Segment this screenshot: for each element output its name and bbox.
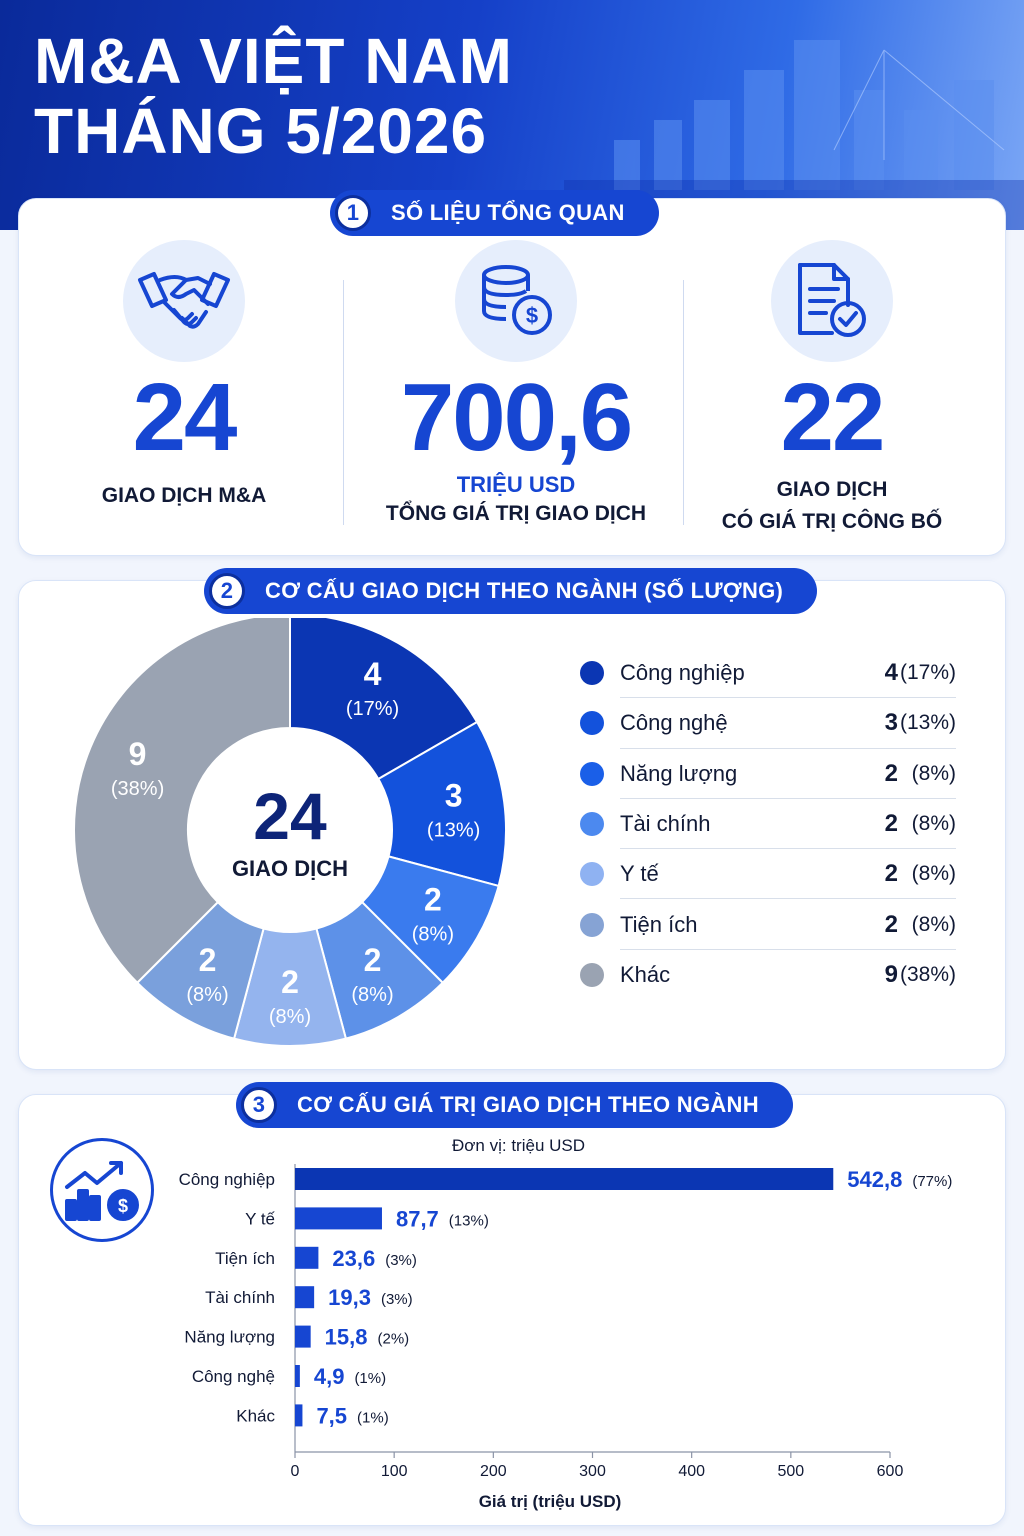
legend-label: Khác	[620, 961, 671, 987]
donut-slice-value-label: 2	[281, 964, 299, 1000]
document-check-icon	[771, 240, 893, 362]
sector-value-card	[18, 1094, 1006, 1526]
handshake-icon	[123, 240, 245, 362]
legend-item: Khác 9 (38%)	[580, 950, 956, 1000]
unit-note: Đơn vị: triệu USD	[452, 1136, 586, 1155]
legend-item: Tiện ích 2 (8%)	[580, 899, 956, 950]
legend-label: Công nghiệp	[620, 660, 745, 686]
donut-slice-value-label: 3	[445, 777, 463, 813]
total-value: 700,6	[400, 364, 633, 471]
section-2-header: 2 CƠ CẤU GIAO DỊCH THEO NGÀNH (SỐ LƯỢNG)	[204, 568, 818, 614]
legend-item: Công nghệ 3 (13%)	[580, 698, 956, 749]
legend-percent: (38%)	[899, 962, 956, 986]
legend-label: Tiện ích	[620, 911, 698, 937]
donut-legend: Công nghiệp 4 (17%) Công nghệ 3 (13%) Năng lượ…	[580, 648, 956, 1000]
legend-label: Năng lượng	[620, 760, 738, 786]
legend-item: Tài chính 2 (8%)	[580, 799, 956, 850]
section-2-title: CƠ CẤU GIAO DỊCH THEO NGÀNH (SỐ LƯỢNG)	[265, 578, 784, 603]
stat-total-value: $ 700,6 TRIỆU USD TỔNG GIÁ TRỊ GIAO DỊCH	[356, 240, 676, 530]
legend-percent: (8%)	[911, 761, 956, 785]
deal-count-label: GIAO DỊCH M&A	[101, 484, 267, 507]
legend-divider	[620, 747, 956, 749]
legend-percent: (8%)	[911, 862, 956, 886]
legend-swatch	[580, 962, 604, 987]
donut-slice-percent-label: (17%)	[346, 698, 399, 720]
section-3-title: CƠ CẤU GIÁ TRỊ GIAO DỊCH THEO NGÀNH	[297, 1092, 759, 1117]
legend-divider	[620, 898, 956, 900]
donut-slice-percent-label: (38%)	[111, 778, 164, 800]
divider	[343, 280, 344, 525]
legend-count: 9	[884, 960, 898, 988]
section-3-number: 3	[241, 1087, 277, 1123]
legend-divider	[620, 848, 956, 850]
growth-chart-dollar-icon: $	[50, 1138, 154, 1242]
stat-deals: 24 GIAO DỊCH M&A	[24, 240, 344, 512]
divider	[683, 280, 684, 525]
legend-divider	[620, 797, 956, 799]
legend-count: 2	[884, 860, 898, 888]
legend-item: Năng lượng 2 (8%)	[580, 749, 956, 799]
legend-percent: (17%)	[899, 661, 956, 685]
legend-label: Công nghệ	[620, 710, 728, 736]
donut-slice-percent-label: (8%)	[186, 984, 228, 1006]
donut-center-label: GIAO DỊCH	[231, 856, 349, 881]
donut-slice-percent-label: (13%)	[427, 819, 480, 841]
donut-slice-value-label: 2	[424, 882, 442, 918]
legend-label: Y tế	[620, 861, 659, 887]
donut-slice-value-label: 2	[364, 942, 382, 978]
total-value-unit: TRIỆU USD	[456, 472, 576, 497]
legend-swatch	[580, 761, 604, 786]
legend-percent: (8%)	[911, 812, 956, 836]
legend-swatch	[580, 862, 604, 887]
legend-count: 2	[884, 810, 898, 838]
donut-slice-percent-label: (8%)	[269, 1006, 311, 1028]
legend-percent: (8%)	[911, 912, 956, 936]
svg-text:$: $	[526, 303, 538, 328]
donut-slice-6	[73, 618, 291, 985]
legend-item: Công nghiệp 4 (17%)	[580, 648, 956, 699]
legend-swatch	[580, 912, 604, 937]
legend-swatch	[580, 812, 604, 837]
section-1-title: SỐ LIỆU TỔNG QUAN	[391, 200, 625, 225]
page-title: M&A VIỆT NAM THÁNG 5/2026	[34, 26, 513, 166]
legend-divider	[620, 697, 956, 699]
donut-slice-percent-label: (8%)	[351, 984, 393, 1006]
legend-divider	[620, 948, 956, 950]
title-line-2: THÁNG 5/2026	[34, 95, 488, 167]
donut-slice-percent-label: (8%)	[412, 924, 454, 946]
sector-count-donut-chart: 4 (17%) 3 (13%) 2 (8%) 2 (8%) 2 (8%) 2 (8%) 9 (38%)	[73, 618, 507, 1047]
donut-slice-value-label: 4	[364, 656, 382, 692]
coins-dollar-icon: $	[455, 240, 577, 362]
title-line-1: M&A VIỆT NAM	[34, 25, 513, 97]
section-1-header: 1 SỐ LIỆU TỔNG QUAN	[330, 190, 659, 236]
legend-swatch	[580, 661, 604, 686]
section-1-number: 1	[335, 195, 371, 231]
donut-slice-value-label: 2	[199, 942, 217, 978]
disclosed-label-2: CÓ GIÁ TRỊ CÔNG BỐ	[721, 510, 943, 533]
donut-center-value: 24	[253, 779, 327, 853]
stat-disclosed: 22 GIAO DỊCH CÓ GIÁ TRỊ CÔNG BỐ	[672, 240, 992, 538]
legend-count: 2	[884, 910, 898, 938]
legend-count: 2	[884, 759, 898, 787]
legend-label: Tài chính	[620, 811, 711, 837]
legend-percent: (13%)	[899, 711, 956, 735]
legend-count: 3	[884, 709, 898, 737]
donut-slice-0	[289, 618, 479, 781]
total-value-label: TỔNG GIÁ TRỊ GIAO DỊCH	[385, 502, 647, 525]
deal-count-value: 24	[132, 364, 238, 471]
disclosed-label-1: GIAO DỊCH	[776, 478, 888, 501]
legend-item: Y tế 2 (8%)	[580, 849, 956, 900]
svg-text:$: $	[118, 1196, 128, 1216]
donut-slice-value-label: 9	[129, 736, 147, 772]
section-3-header: 3 CƠ CẤU GIÁ TRỊ GIAO DỊCH THEO NGÀNH	[236, 1082, 793, 1128]
legend-count: 4	[884, 659, 898, 687]
section-2-number: 2	[209, 573, 245, 609]
disclosed-count-value: 22	[780, 364, 886, 471]
legend-swatch	[580, 711, 604, 736]
x-axis-title: Giá trị (triệu USD)	[478, 1492, 622, 1511]
